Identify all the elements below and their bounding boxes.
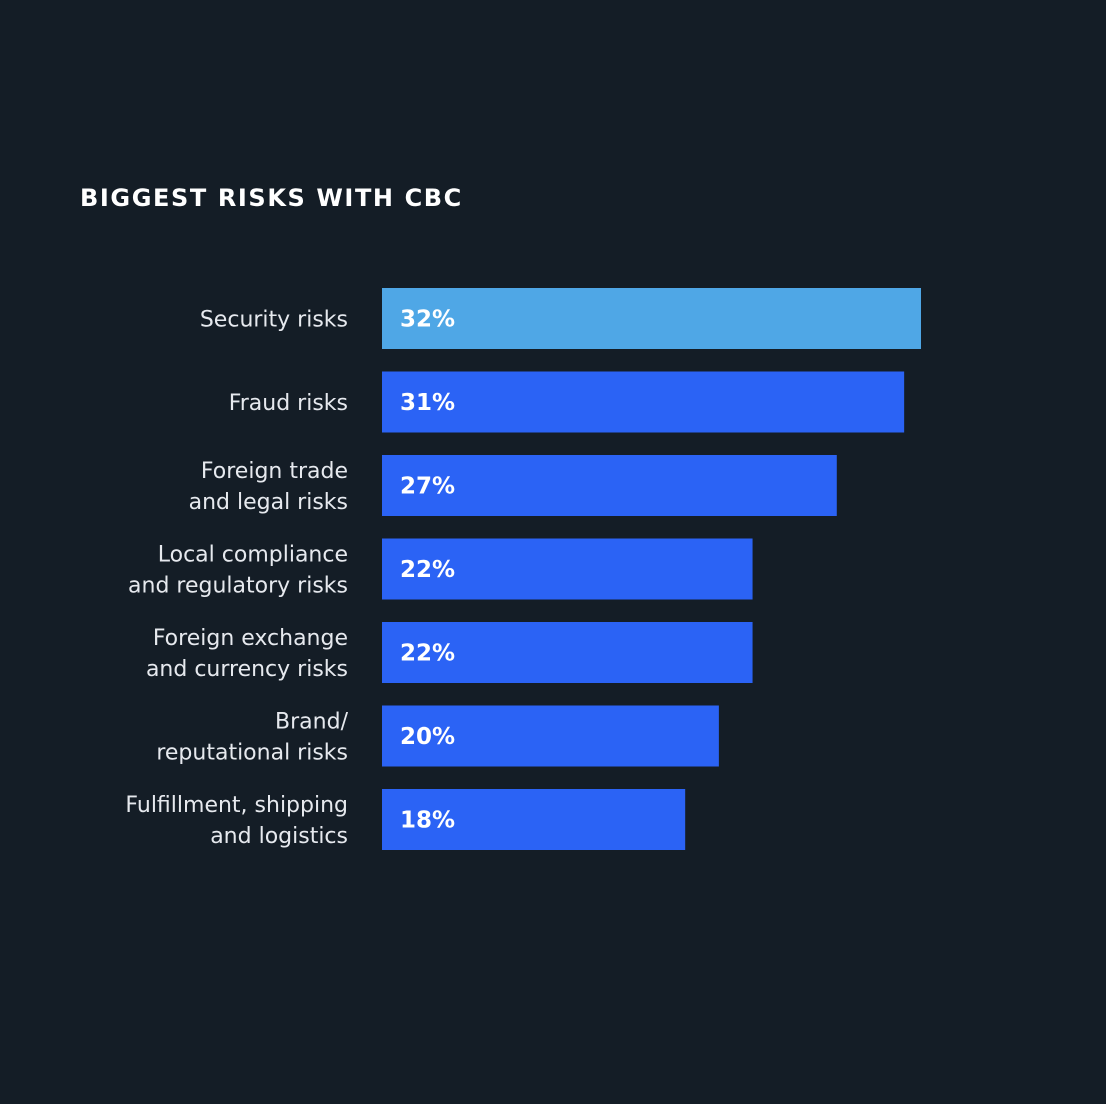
data-label: 20% <box>400 724 455 750</box>
bar <box>382 538 753 600</box>
category-label: Security risks <box>200 308 348 333</box>
bar <box>382 288 921 349</box>
category-label: Fulfillment, shipping and logistics <box>125 793 348 849</box>
data-label: 32% <box>400 307 455 333</box>
bar <box>382 789 686 850</box>
chart-title: BIGGEST RISKS WITH CBC <box>80 184 463 212</box>
data-label: 22% <box>400 641 455 667</box>
bar <box>382 455 837 516</box>
bar <box>382 705 719 767</box>
data-label: 18% <box>400 808 455 834</box>
category-label: Local compliance and regulatory risks <box>128 543 348 599</box>
category-label: Brand/reputational risks <box>156 710 348 766</box>
category-label: Fraud risks <box>229 391 348 416</box>
bar <box>382 371 905 433</box>
data-label: 31% <box>400 390 455 416</box>
bar <box>382 622 753 683</box>
data-label: 22% <box>400 557 455 583</box>
category-label: Foreign trade and legal risks <box>189 459 348 515</box>
category-label: Foreign exchange and currency risks <box>146 626 348 682</box>
data-label: 27% <box>400 474 455 500</box>
